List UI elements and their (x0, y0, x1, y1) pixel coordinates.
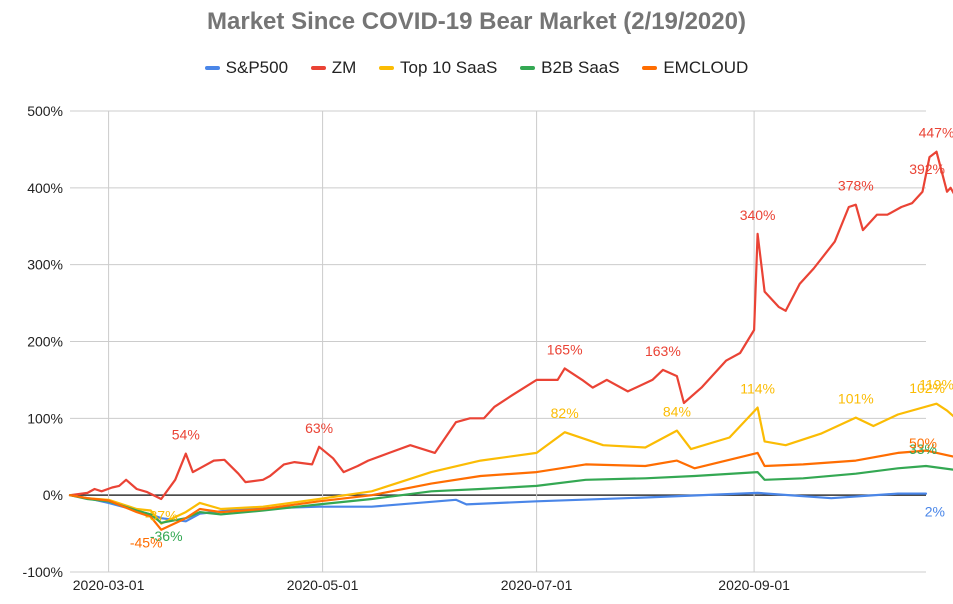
data-label-emcloud: -45% (130, 535, 163, 551)
x-tick-label: 2020-09-01 (718, 577, 790, 593)
legend-item-top10-saas[interactable]: Top 10 SaaS (379, 58, 497, 78)
y-tick-label: -100% (23, 564, 63, 580)
series-line-b2b-saas[interactable] (68, 464, 953, 524)
y-tick-label: 300% (27, 257, 63, 273)
data-label-top-10-saas: 82% (551, 405, 579, 421)
legend-swatch-b2b-saas (520, 65, 536, 70)
legend-label-sp500: S&P500 (225, 58, 289, 77)
legend-label-b2b-saas: B2B SaaS (541, 58, 620, 77)
series-layer (68, 150, 953, 531)
legend-label-zm: ZM (331, 58, 357, 77)
data-label-top-10-saas: 102% (909, 380, 945, 396)
data-label-top-10-saas: 119% (919, 377, 953, 393)
y-tick-label: 400% (27, 180, 63, 196)
legend-swatch-emcloud (642, 65, 658, 70)
legend[interactable]: S&P500 ZM Top 10 SaaS B2B SaaS EMCLOUD (0, 58, 953, 78)
data-label-zm: 392% (909, 161, 945, 177)
series-line-sp500[interactable] (68, 491, 928, 523)
data-label-top-10-saas: 84% (663, 404, 691, 420)
data-label-zm: 54% (172, 427, 200, 443)
legend-label-top10-saas: Top 10 SaaS (400, 58, 498, 77)
chart-title: Market Since COVID-19 Bear Market (2/19/… (207, 8, 746, 35)
data-label-zm: 378% (838, 178, 874, 194)
legend-swatch-top10-saas (379, 65, 395, 70)
legend-label-emcloud: EMCLOUD (663, 58, 749, 77)
legend-swatch-sp500 (204, 65, 220, 70)
data-label-top-10-saas: -37% (145, 508, 178, 524)
y-tick-label: 100% (27, 410, 63, 426)
legend-swatch-zm (310, 65, 326, 70)
legend-item-sp500[interactable]: S&P500 (204, 58, 289, 78)
data-label-top-10-saas: 101% (838, 391, 874, 407)
y-tick-label: 500% (27, 103, 63, 119)
y-tick-label: 0% (43, 487, 63, 503)
series-line-zm[interactable] (68, 150, 953, 501)
series-line-emcloud[interactable] (68, 449, 953, 531)
data-label-emcloud: 50% (909, 435, 937, 451)
legend-item-b2b-saas[interactable]: B2B SaaS (520, 58, 620, 78)
data-label-zm: 165% (547, 341, 583, 357)
label-layer: 2% 54% 63% 165% 163% 340% 378% 447% 392% -37% 82% 8… (130, 125, 953, 551)
x-tick-label: 2020-07-01 (501, 577, 573, 593)
legend-item-zm[interactable]: ZM (310, 58, 357, 78)
y-tick-label: 200% (27, 334, 63, 350)
data-label-sp500: 2% (925, 504, 945, 520)
x-tick-label: 2020-05-01 (287, 577, 359, 593)
data-label-b2b-saas: 33% (909, 441, 937, 457)
x-tick-label: 2020-03-01 (73, 577, 145, 593)
data-label-zm: 163% (645, 343, 681, 359)
data-label-zm: 63% (305, 420, 333, 436)
data-label-zm: 340% (740, 207, 776, 223)
data-label-b2b-saas: -36% (150, 528, 183, 544)
legend-item-emcloud[interactable]: EMCLOUD (642, 58, 748, 78)
data-label-zm: 447% (919, 125, 953, 141)
data-label-top-10-saas: 114% (740, 381, 775, 397)
